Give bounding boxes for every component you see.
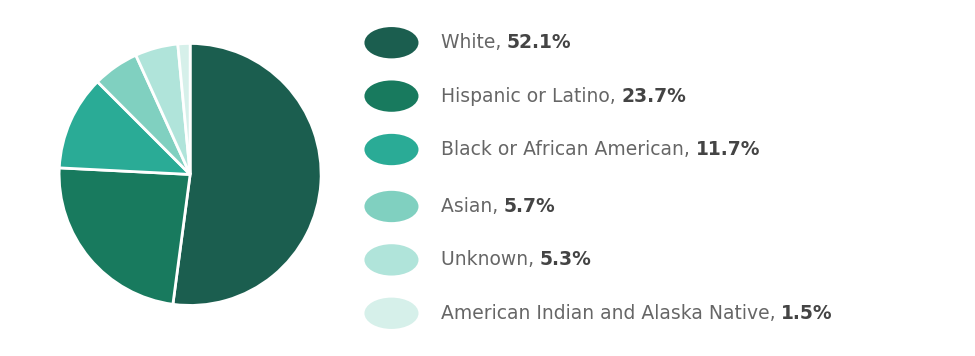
- Wedge shape: [59, 168, 190, 304]
- Circle shape: [365, 134, 418, 165]
- Text: 11.7%: 11.7%: [695, 140, 760, 159]
- Text: White,: White,: [441, 33, 507, 52]
- Circle shape: [365, 80, 418, 112]
- Text: Black or African American,: Black or African American,: [441, 140, 695, 159]
- Text: 1.5%: 1.5%: [781, 304, 833, 323]
- Wedge shape: [173, 43, 321, 305]
- Text: 23.7%: 23.7%: [621, 87, 686, 106]
- Text: Unknown,: Unknown,: [441, 250, 540, 269]
- Circle shape: [365, 244, 418, 276]
- Text: Hispanic or Latino,: Hispanic or Latino,: [441, 87, 621, 106]
- Wedge shape: [136, 44, 190, 174]
- Circle shape: [365, 191, 418, 222]
- Text: 5.7%: 5.7%: [504, 197, 556, 216]
- Wedge shape: [59, 82, 190, 174]
- Text: Asian,: Asian,: [441, 197, 504, 216]
- Wedge shape: [98, 55, 190, 174]
- Circle shape: [365, 27, 418, 58]
- Circle shape: [365, 298, 418, 329]
- Text: 5.3%: 5.3%: [540, 250, 592, 269]
- Text: 52.1%: 52.1%: [507, 33, 571, 52]
- Text: American Indian and Alaska Native,: American Indian and Alaska Native,: [441, 304, 781, 323]
- Wedge shape: [177, 43, 190, 174]
